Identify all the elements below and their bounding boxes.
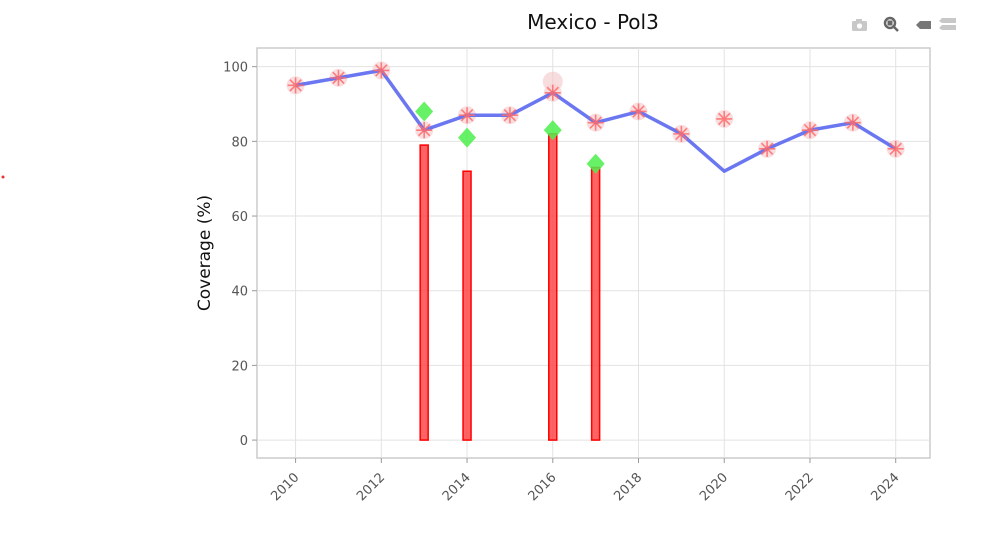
bar	[590, 166, 601, 441]
modebar	[852, 16, 956, 32]
bar	[548, 133, 558, 441]
asterisk-marker	[587, 114, 604, 131]
x-ticks: 2010 2012 2014 2016 2018 2020 2022 2024	[268, 458, 903, 504]
y-tick-label: 60	[231, 210, 248, 225]
asterisk-marker	[459, 107, 476, 124]
y-tick-label: 40	[231, 285, 248, 300]
x-tick-label: 2020	[697, 470, 731, 504]
x-tick-label: 2014	[440, 470, 474, 504]
x-tick-label: 2024	[869, 470, 903, 504]
asterisk-marker	[801, 122, 818, 139]
x-tick-label: 2016	[526, 470, 560, 504]
diamond-marker	[458, 127, 477, 148]
asterisk-marker	[630, 103, 647, 120]
y-tick-label: 0	[240, 434, 248, 449]
asterisk-marker	[373, 62, 390, 79]
asterisk-marker	[287, 77, 304, 94]
x-tick-label: 2012	[354, 470, 388, 504]
stray-dot	[1, 175, 5, 179]
bar	[462, 170, 472, 441]
y-axis-label: Coverage (%)	[195, 195, 215, 311]
y-tick-label: 20	[231, 359, 248, 374]
diamond-marker	[543, 120, 562, 141]
hover-compare-icon[interactable]	[939, 18, 956, 30]
asterisk-marker	[887, 140, 904, 157]
y-tick-label: 100	[223, 61, 248, 76]
diamond-marker	[586, 153, 605, 174]
bar	[419, 144, 429, 441]
diamond-marker	[415, 101, 434, 122]
y-ticks: 0 20 40 60 80 100	[223, 61, 257, 449]
zoom-icon[interactable]	[883, 16, 899, 32]
y-tick-label: 80	[231, 135, 248, 150]
asterisk-marker	[759, 140, 776, 157]
camera-icon[interactable]	[852, 19, 867, 31]
asterisk-marker	[330, 69, 347, 86]
asterisk-marker	[416, 122, 433, 139]
x-tick-label: 2018	[611, 470, 645, 504]
asterisk-marker	[501, 107, 518, 124]
asterisk-marker	[673, 125, 690, 142]
asterisk-marker	[544, 84, 561, 101]
asterisk-marker	[716, 110, 733, 127]
marks	[286, 61, 905, 441]
asterisk-marker	[844, 114, 861, 131]
x-tick-label: 2010	[268, 470, 302, 504]
x-tick-label: 2022	[783, 470, 817, 504]
chart-title: Mexico - Pol3	[527, 10, 659, 34]
hover-closest-icon[interactable]	[916, 21, 931, 29]
